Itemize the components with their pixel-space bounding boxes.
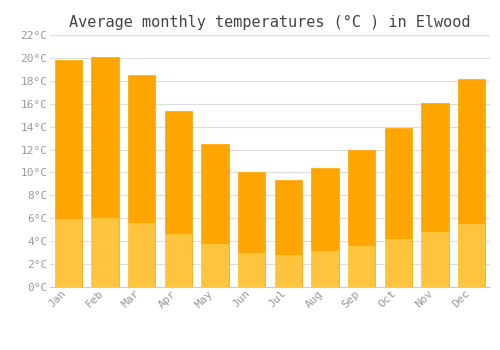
Bar: [274, 181, 302, 287]
Bar: [458, 78, 485, 287]
Bar: [311, 251, 339, 287]
Bar: [384, 128, 412, 287]
Bar: [348, 149, 376, 287]
Bar: [54, 60, 82, 287]
Bar: [348, 246, 376, 287]
Bar: [54, 219, 82, 287]
Bar: [311, 168, 339, 287]
Bar: [274, 255, 302, 287]
Bar: [201, 144, 229, 287]
Bar: [421, 232, 448, 287]
Bar: [384, 239, 412, 287]
Bar: [164, 234, 192, 287]
Bar: [164, 111, 192, 287]
Bar: [238, 173, 266, 287]
Bar: [128, 223, 156, 287]
Title: Average monthly temperatures (°C ) in Elwood: Average monthly temperatures (°C ) in El…: [69, 15, 471, 30]
Bar: [421, 103, 448, 287]
Bar: [128, 75, 156, 287]
Bar: [91, 57, 119, 287]
Bar: [238, 253, 266, 287]
Bar: [91, 218, 119, 287]
Bar: [458, 224, 485, 287]
Bar: [201, 244, 229, 287]
